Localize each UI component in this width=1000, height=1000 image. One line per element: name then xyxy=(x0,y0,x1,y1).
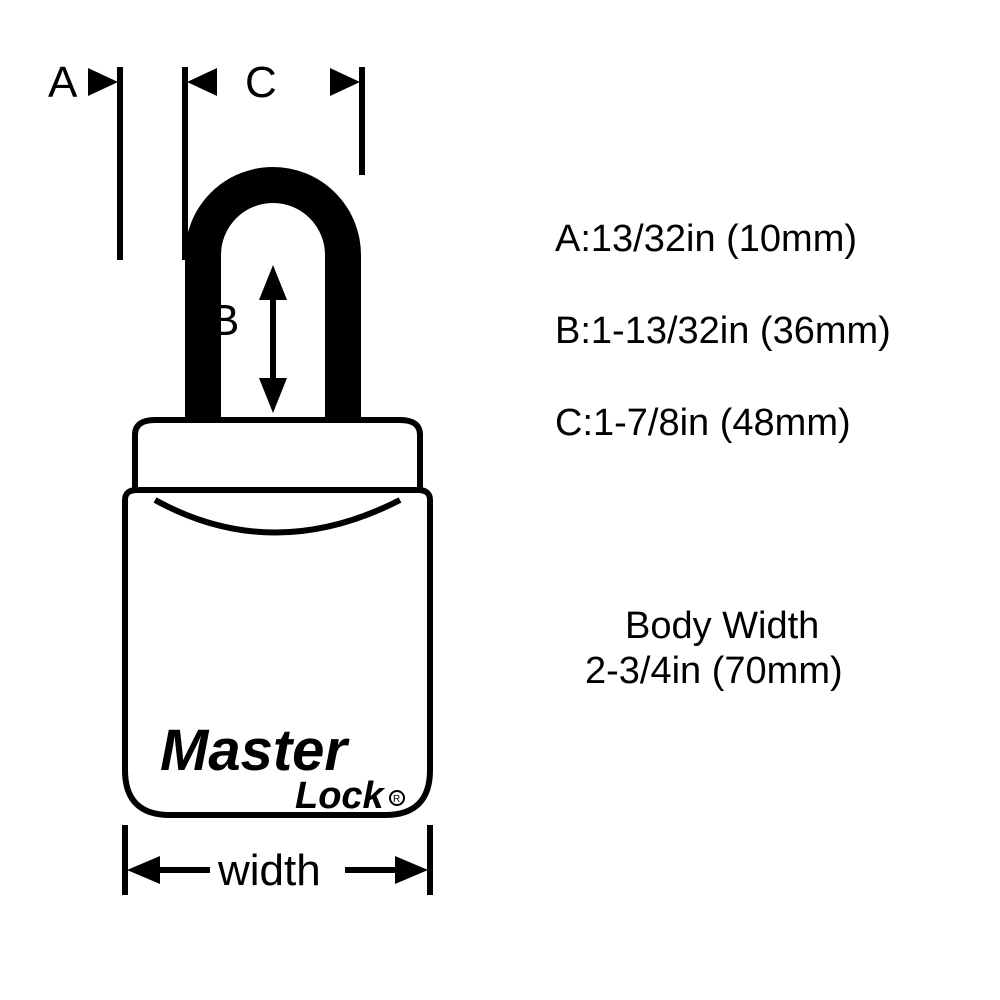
spec-b: B:1-13/32in (36mm) xyxy=(555,310,891,353)
arrow-c-right xyxy=(330,68,360,96)
width-arrow-right xyxy=(395,856,428,884)
label-width: width xyxy=(217,846,321,895)
label-b: B xyxy=(210,296,239,345)
brand-line1: Master xyxy=(160,718,350,783)
b-arrow-down xyxy=(259,378,287,413)
spec-c: C:1-7/8in (48mm) xyxy=(555,402,851,445)
spec-bodywidth-label: Body Width xyxy=(625,605,819,648)
label-c: C xyxy=(245,58,277,107)
lock-diagram: A C B Master Lock R width xyxy=(0,0,1000,1000)
spec-a: A:13/32in (10mm) xyxy=(555,218,857,261)
spec-bodywidth-value: 2-3/4in (70mm) xyxy=(585,650,843,693)
svg-text:R: R xyxy=(393,794,400,805)
arrow-a xyxy=(88,68,118,96)
brand-line2: Lock xyxy=(295,775,386,817)
label-a: A xyxy=(48,58,78,107)
arrow-c-left xyxy=(187,68,217,96)
width-arrow-left xyxy=(127,856,160,884)
b-arrow-up xyxy=(259,265,287,300)
